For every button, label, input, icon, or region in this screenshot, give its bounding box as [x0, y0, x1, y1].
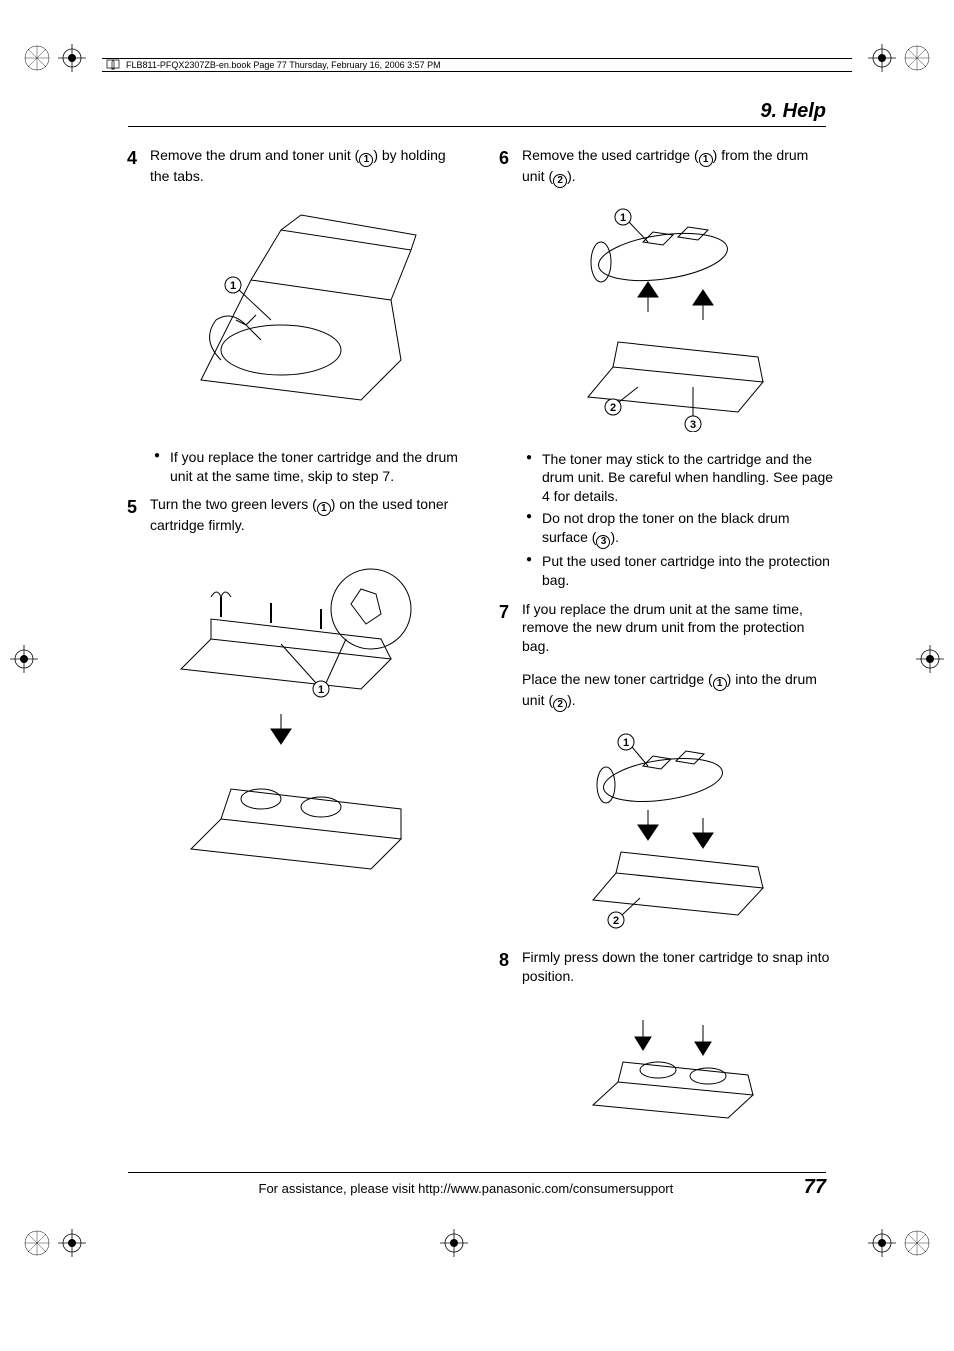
rosette-icon	[904, 45, 930, 71]
step-body: If you replace the drum unit at the same…	[522, 600, 834, 716]
callout-1-icon: 1	[359, 153, 373, 167]
crop-mark-bl	[24, 1229, 86, 1257]
step-4: 4 Remove the drum and toner unit (1) by …	[120, 146, 462, 186]
page-footer: For assistance, please visit http://www.…	[128, 1176, 826, 1199]
section-title: 9. Help	[760, 100, 826, 123]
step-number: 6	[492, 146, 522, 188]
crop-mark-mr	[916, 645, 944, 673]
callout-1-icon: 1	[713, 677, 727, 691]
step-6-notes: The toner may stick to the cartridge and…	[492, 450, 834, 590]
rosette-icon	[24, 1230, 50, 1256]
step-text: Firmly press down the toner cartridge to…	[522, 949, 829, 984]
svg-text:1: 1	[230, 280, 236, 292]
callout-2-icon: 2	[553, 174, 567, 188]
step-8: 8 Firmly press down the toner cartridge …	[492, 948, 834, 986]
header-info-bar: FLB811-PFQX2307ZB-en.book Page 77 Thursd…	[102, 58, 852, 72]
step-5: 5 Turn the two green levers (1) on the u…	[120, 495, 462, 535]
svg-text:3: 3	[690, 419, 696, 431]
header-info-text: FLB811-PFQX2307ZB-en.book Page 77 Thursd…	[126, 60, 441, 70]
note-item: The toner may stick to the cartridge and…	[526, 450, 834, 507]
crop-mark-tr	[868, 44, 930, 72]
step-text: ).	[567, 168, 576, 184]
step-number: 8	[492, 948, 522, 986]
callout-1-icon: 1	[317, 502, 331, 516]
figure-step-7: 1 2	[492, 730, 834, 930]
callout-1-icon: 1	[699, 153, 713, 167]
content-area: 4 Remove the drum and toner unit (1) by …	[120, 146, 834, 1151]
illustration-insert-cartridge-icon: 1 2	[558, 730, 768, 930]
page-number: 77	[804, 1176, 826, 1199]
figure-step-5: 1	[120, 549, 462, 899]
note-text: Do not drop the toner on the black drum …	[542, 510, 789, 545]
footer-text: For assistance, please visit http://www.…	[128, 1181, 804, 1196]
figure-step-6: 1 2 3	[492, 202, 834, 432]
registration-icon	[10, 645, 38, 673]
svg-text:2: 2	[613, 915, 619, 927]
note-item: Do not drop the toner on the black drum …	[526, 509, 834, 549]
registration-icon	[916, 645, 944, 673]
step-text: ).	[567, 692, 576, 708]
step-body: Remove the used cartridge (1) from the d…	[522, 146, 834, 188]
right-column: 6 Remove the used cartridge (1) from the…	[492, 146, 834, 1151]
svg-text:1: 1	[318, 684, 324, 696]
step-number: 7	[492, 600, 522, 716]
crop-mark-bc	[440, 1229, 468, 1257]
step-text: Remove the drum and toner unit (	[150, 147, 359, 163]
registration-icon	[868, 44, 896, 72]
crop-mark-tl	[24, 44, 86, 72]
step-7: 7 If you replace the drum unit at the sa…	[492, 600, 834, 716]
registration-icon	[440, 1229, 468, 1257]
step-text: Place the new toner cartridge (	[522, 671, 713, 687]
step-text: Remove the used cartridge (	[522, 147, 699, 163]
illustration-press-down-icon	[563, 1000, 763, 1130]
callout-2-icon: 2	[553, 698, 567, 712]
step-text: If you replace the drum unit at the same…	[522, 600, 834, 657]
svg-text:2: 2	[610, 402, 616, 414]
svg-text:1: 1	[620, 212, 626, 224]
crop-mark-br	[868, 1229, 930, 1257]
rosette-icon	[904, 1230, 930, 1256]
step-body: Turn the two green levers (1) on the use…	[150, 495, 462, 535]
registration-icon	[58, 1229, 86, 1257]
step-text: Place the new toner cartridge (1) into t…	[522, 670, 834, 712]
step-text: Turn the two green levers (	[150, 496, 317, 512]
footer-rule	[128, 1172, 826, 1173]
crop-mark-ml	[10, 645, 38, 673]
step-body: Firmly press down the toner cartridge to…	[522, 948, 834, 986]
callout-3-icon: 3	[596, 535, 610, 549]
illustration-levers-icon: 1	[151, 549, 431, 899]
book-icon	[106, 58, 120, 72]
step-number: 4	[120, 146, 150, 186]
left-column: 4 Remove the drum and toner unit (1) by …	[120, 146, 462, 1151]
note-item: If you replace the toner cartridge and t…	[154, 448, 462, 486]
step-4-notes: If you replace the toner cartridge and t…	[120, 448, 462, 486]
svg-text:1: 1	[623, 737, 629, 749]
note-item: Put the used toner cartridge into the pr…	[526, 552, 834, 590]
step-body: Remove the drum and toner unit (1) by ho…	[150, 146, 462, 186]
step-number: 5	[120, 495, 150, 535]
title-rule	[128, 126, 826, 127]
illustration-remove-cartridge-icon: 1 2 3	[553, 202, 773, 432]
illustration-printer-open-icon: 1	[161, 200, 421, 430]
note-text: ).	[610, 529, 619, 545]
figure-step-4: 1	[120, 200, 462, 430]
step-6: 6 Remove the used cartridge (1) from the…	[492, 146, 834, 188]
registration-icon	[868, 1229, 896, 1257]
rosette-icon	[24, 45, 50, 71]
registration-icon	[58, 44, 86, 72]
figure-step-8	[492, 1000, 834, 1130]
